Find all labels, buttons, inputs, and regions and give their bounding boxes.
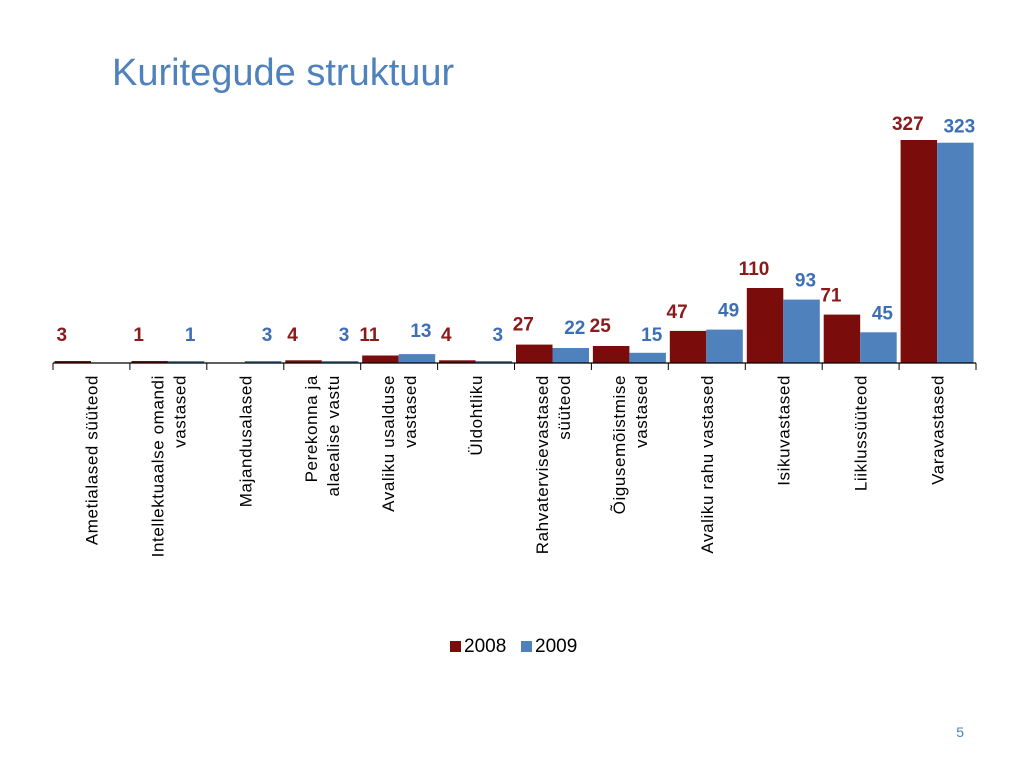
- value-label-2008-3: 4: [287, 325, 298, 346]
- value-label-2008-8: 47: [667, 302, 688, 323]
- category-labels: Ametialased süüteod Intellektuaalse omand…: [83, 375, 948, 557]
- legend-swatch-2008: [450, 641, 461, 652]
- category-label-10: Liiklussüüteod: [852, 375, 871, 491]
- bar-2009-3: [321, 361, 359, 363]
- bar-2009-8: [706, 329, 743, 363]
- category-label-line: Ametialased süüteod: [83, 375, 102, 545]
- value-label-2008-0: 3: [57, 325, 68, 346]
- bar-2008-4: [362, 355, 399, 363]
- value-label-2009-5: 3: [493, 325, 504, 346]
- value-label-2009-6: 22: [564, 318, 585, 339]
- category-label-1: Intellektuaalse omandi vastased: [148, 375, 189, 557]
- category-label-line: vastased: [401, 375, 420, 448]
- category-label-9: Isikuvastased: [775, 375, 794, 486]
- bar-2008-5: [439, 360, 476, 363]
- value-label-2008-10: 71: [820, 286, 842, 307]
- category-label-line: Rahvatervisevastased: [533, 375, 552, 554]
- bar-2008-6: [516, 344, 553, 363]
- bar-2008-1: [131, 361, 168, 363]
- legend: 2008 2009: [450, 636, 577, 657]
- value-label-2009-8: 49: [718, 301, 739, 322]
- legend-label-2009: 2009: [535, 636, 577, 657]
- category-label-line: Avaliku usalduse: [379, 375, 398, 512]
- category-label-8: Avaliku rahu vastased: [698, 375, 717, 554]
- value-label-2009-11: 323: [943, 117, 975, 138]
- slide-title: Kuritegude struktuur: [112, 52, 455, 94]
- category-label-0: Ametialased süüteod: [83, 375, 102, 545]
- bar-2009-1: [167, 361, 205, 363]
- value-label-2009-3: 3: [339, 325, 350, 346]
- category-label-6: Rahvatervisevastased süüteod: [533, 375, 574, 554]
- category-label-line: Üldohtliku: [467, 375, 486, 456]
- category-label-line: vastased: [170, 375, 189, 448]
- value-label-2009-7: 15: [641, 325, 663, 346]
- category-label-4: Avaliku usalduse vastased: [379, 375, 420, 512]
- category-label-11: Varavastased: [929, 375, 948, 485]
- bar-2009-11: [937, 142, 974, 363]
- legend-swatch-2009: [521, 641, 532, 652]
- category-label-line: Isikuvastased: [775, 375, 794, 486]
- bar-2008-11: [900, 140, 938, 363]
- bar-2008-0: [54, 361, 91, 363]
- value-label-2008-1: 1: [133, 325, 144, 346]
- x-axis: [52, 362, 977, 370]
- bar-2008-3: [285, 360, 322, 363]
- value-label-2009-4: 13: [410, 321, 431, 342]
- value-label-2008-6: 27: [513, 315, 534, 336]
- bar-2009-2: [244, 361, 282, 363]
- category-label-3: Perekonna ja alaealise vastu: [302, 375, 343, 496]
- value-label-2008-4: 11: [359, 325, 380, 346]
- bar-2009-9: [783, 299, 820, 363]
- category-label-2: Majandusalased: [236, 375, 255, 507]
- value-label-2009-2: 3: [262, 325, 273, 346]
- category-label-line: Avaliku rahu vastased: [698, 375, 717, 554]
- category-label-5: Üldohtliku: [467, 375, 486, 456]
- bar-2009-5: [475, 361, 513, 363]
- value-label-2008-11: 327: [892, 114, 924, 135]
- bar-2009-10: [860, 332, 897, 363]
- category-label-line: Majandusalased: [236, 375, 255, 507]
- bar-2009-6: [552, 348, 589, 363]
- value-label-2009-10: 45: [872, 303, 894, 324]
- category-label-line: Liiklussüüteod: [852, 375, 871, 491]
- bar-2008-8: [669, 330, 707, 363]
- value-label-2008-7: 25: [590, 316, 612, 337]
- bar-2008-10: [823, 314, 861, 363]
- value-label-2009-9: 93: [795, 271, 816, 292]
- bar-2008-7: [592, 346, 630, 363]
- page-number: 5: [956, 724, 964, 740]
- bars-layer: [54, 140, 974, 363]
- bar-2008-9: [746, 288, 784, 363]
- category-label-line: Intellektuaalse omandi: [148, 375, 167, 557]
- category-label-7: Õigusemõistmise vastased: [610, 375, 651, 514]
- legend-label-2008: 2008: [464, 636, 506, 657]
- bar-2009-7: [629, 352, 666, 363]
- category-label-line: alaealise vastu: [324, 375, 343, 496]
- category-label-line: Varavastased: [929, 375, 948, 485]
- bar-2009-4: [398, 354, 436, 363]
- value-label-2008-5: 4: [441, 325, 452, 346]
- value-label-2009-1: 1: [185, 325, 196, 346]
- value-label-2008-9: 110: [739, 259, 770, 280]
- category-label-line: Õigusemõistmise: [610, 375, 629, 514]
- category-label-line: süüteod: [555, 375, 574, 440]
- category-label-line: vastased: [632, 375, 651, 448]
- category-label-line: Perekonna ja: [302, 375, 321, 482]
